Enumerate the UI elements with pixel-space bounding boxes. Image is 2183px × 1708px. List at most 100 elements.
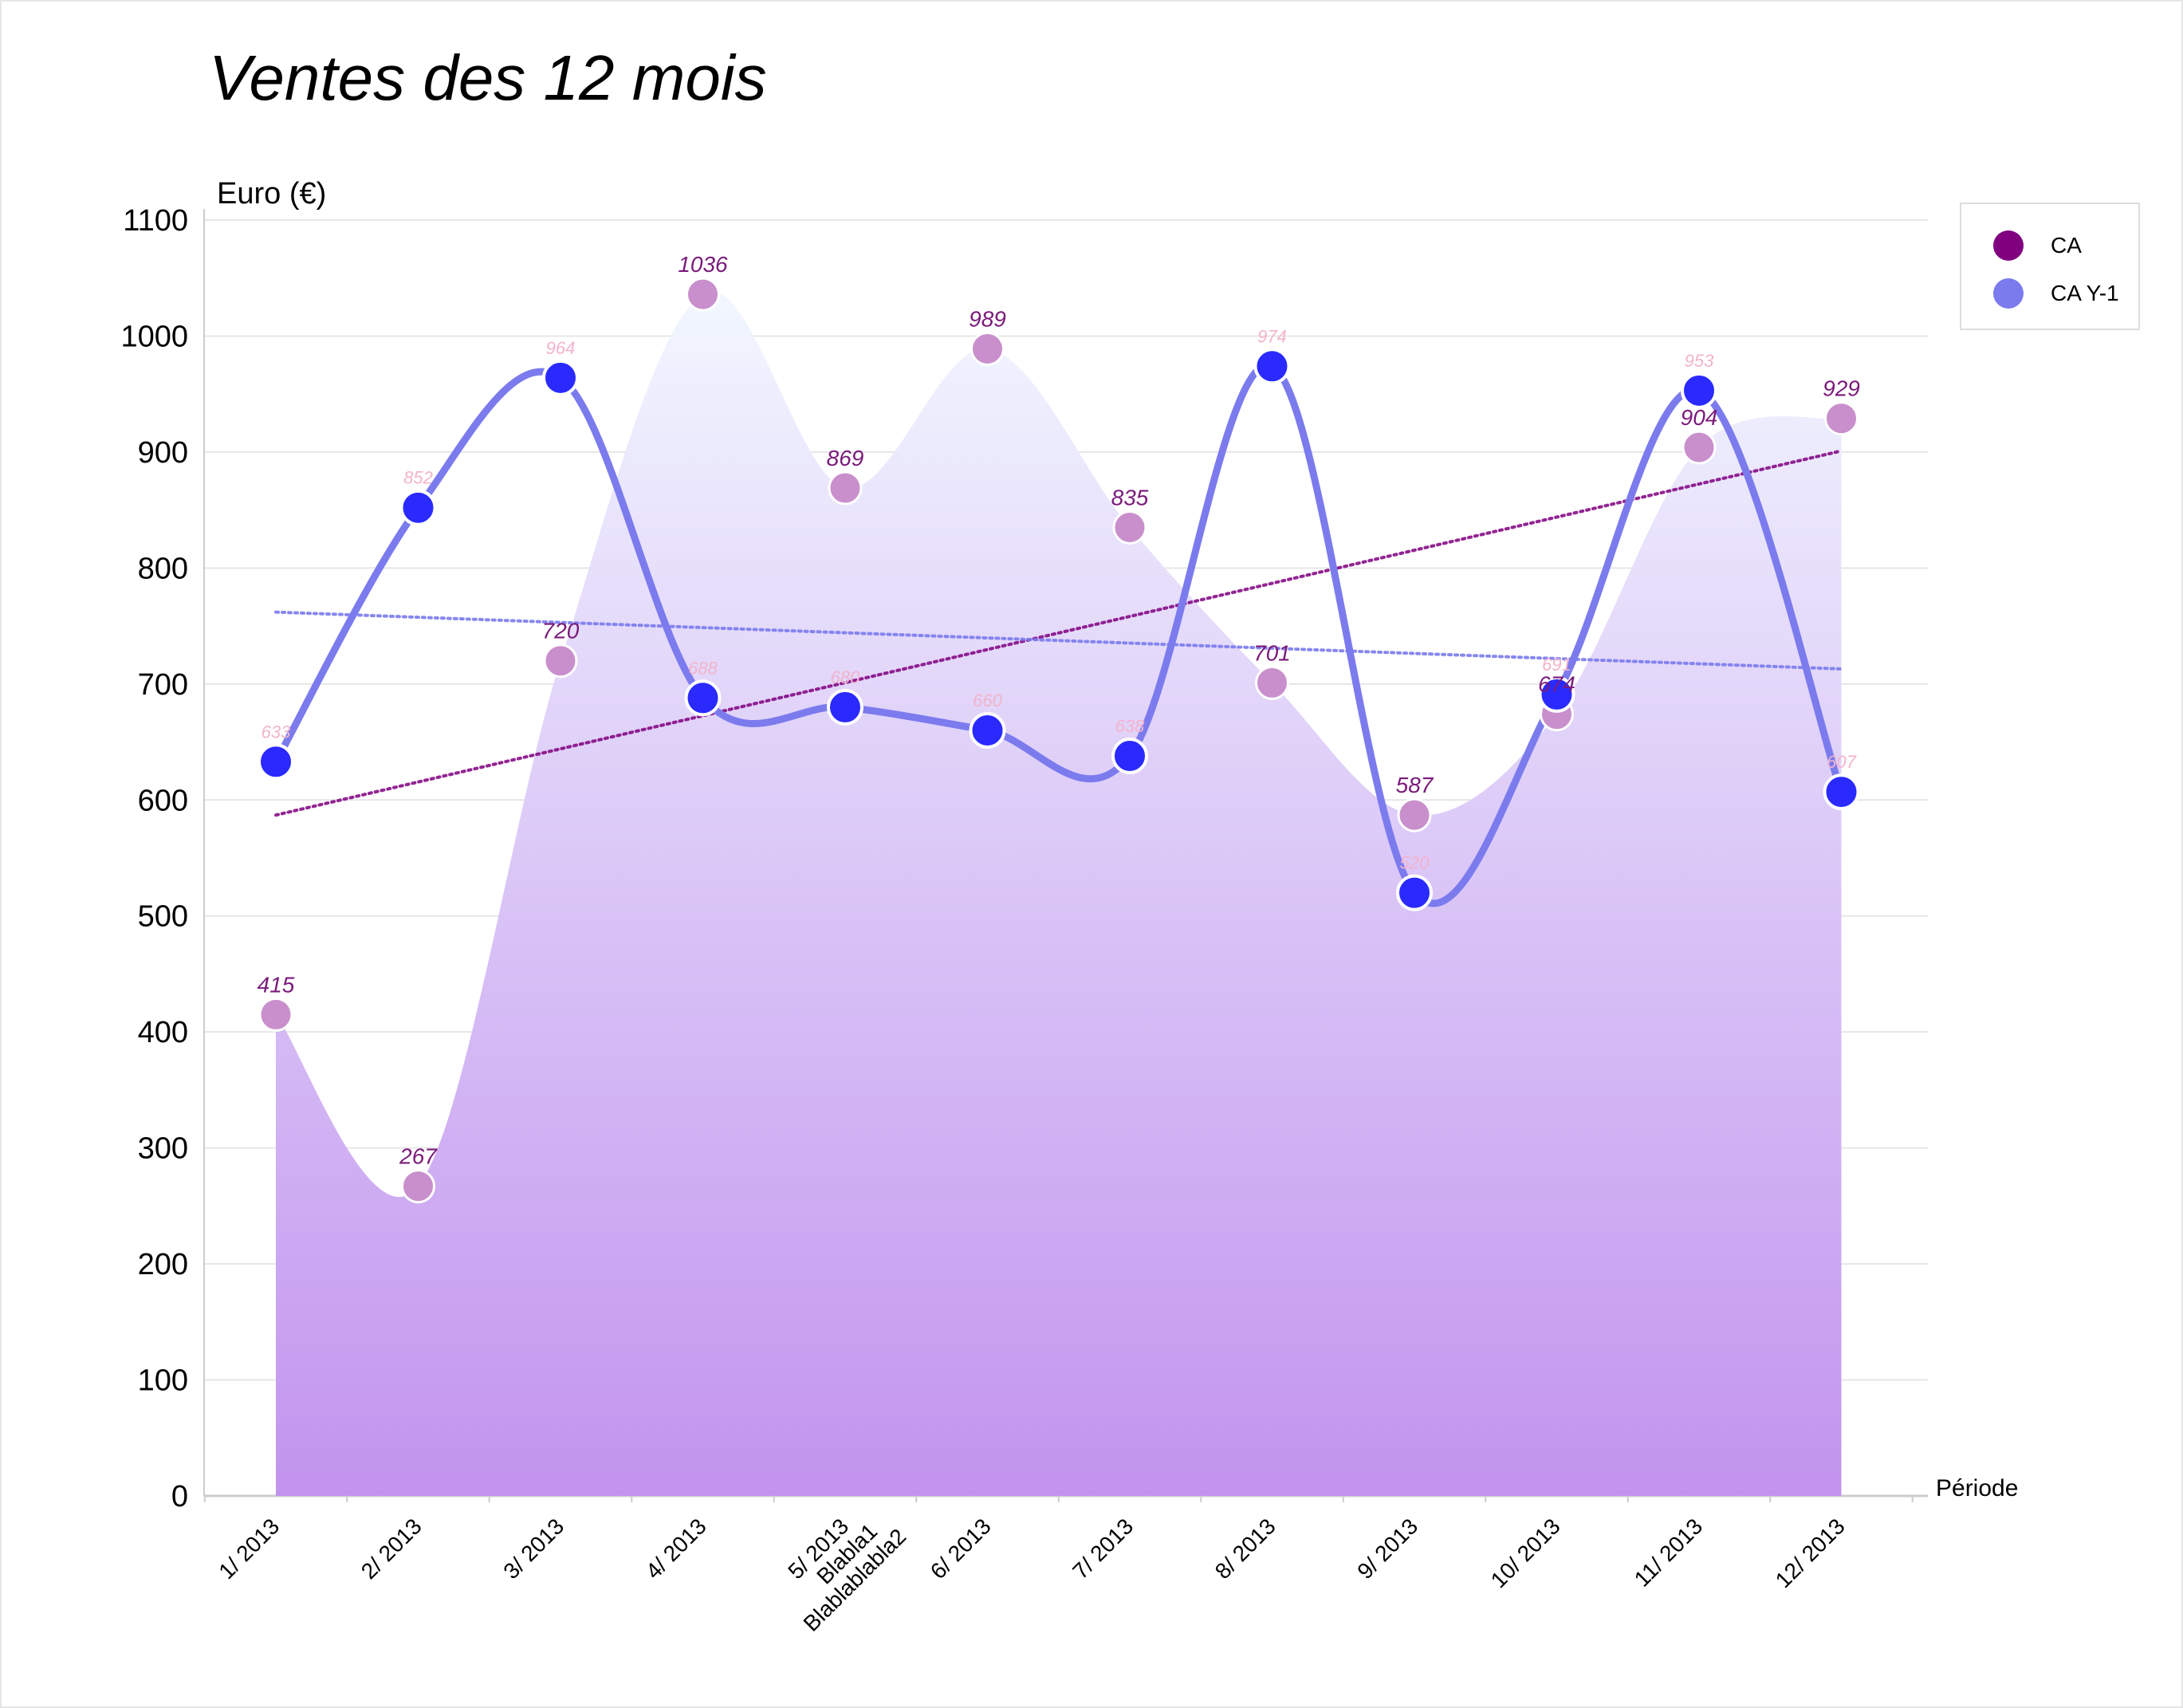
ca-y1-data-label: 974 [1257, 326, 1287, 346]
ca-y1-point[interactable] [258, 743, 294, 781]
x-tick-label: 4/ 2013 [641, 1513, 711, 1584]
y-tick-label: 1100 [123, 204, 188, 238]
ca-trendline [274, 449, 1843, 817]
ca-y1-data-label: 852 [403, 468, 433, 488]
x-tick-label: 8/ 2013 [1210, 1513, 1280, 1584]
ca-data-label: 929 [1823, 376, 1860, 401]
ca-y1-data-label: 691 [1542, 655, 1571, 675]
ca-data-label: 835 [1111, 485, 1149, 510]
ca-data-label: 674 [1538, 672, 1575, 697]
x-tick-label: 9/ 2013 [1352, 1513, 1422, 1584]
y-tick-labels: 0 100 200 300 400 500 600 700 800 900 1000 1100 [120, 204, 188, 1513]
x-tick-label: 11/ 2013 [1630, 1513, 1708, 1592]
ca-y1-markers [258, 348, 1860, 911]
legend-item-ca[interactable]: CA [1993, 228, 2082, 263]
x-tick-label: 3/ 2013 [498, 1513, 568, 1584]
y-tick-label: 200 [138, 1248, 188, 1281]
ca-area [276, 291, 1842, 1496]
x-tick-label-group: 4/ 2013 [641, 1513, 711, 1584]
x-tick-label-group: 12/ 2013 [1771, 1513, 1850, 1592]
ca-data-label: 869 [827, 446, 864, 470]
ca-data-label: 587 [1396, 773, 1434, 797]
ca-y1-data-label: 638 [1115, 716, 1145, 736]
ca-data-label: 415 [258, 972, 295, 997]
ca-point[interactable] [1255, 665, 1289, 700]
ca-y1-data-label: 953 [1685, 351, 1714, 371]
ca-point[interactable] [686, 277, 720, 312]
ca-y1-data-label: 964 [546, 338, 576, 358]
ca-point[interactable] [401, 1169, 435, 1204]
ca-area-fill [276, 291, 1842, 1496]
ca-point[interactable] [258, 997, 293, 1032]
y-tick-label: 400 [138, 1016, 188, 1049]
ca-y1-point[interactable] [1396, 874, 1433, 911]
ca-y1-point[interactable] [827, 688, 863, 726]
x-tick-label-group: 3/ 2013 [498, 1513, 568, 1584]
ca-y1-trendline [274, 610, 1843, 671]
ca-data-label: 989 [969, 306, 1006, 331]
ca-data-label: 720 [542, 619, 580, 643]
ca-point[interactable] [1112, 510, 1147, 545]
legend-label-ca: CA [2051, 233, 2082, 258]
y-tick-label: 500 [138, 900, 188, 934]
legend-label-ca-y1: CA Y-1 [2051, 281, 2119, 305]
y-tick-label: 100 [138, 1364, 188, 1398]
ca-point[interactable] [970, 331, 1005, 366]
x-tick-label: 12/ 2013 [1771, 1513, 1850, 1592]
ca-y1-data-label: 688 [688, 658, 718, 678]
ca-y1-point[interactable] [969, 712, 1006, 749]
ca-point[interactable] [828, 470, 863, 506]
ca-y1-point[interactable] [1538, 675, 1575, 713]
ca-y1-point[interactable] [1253, 348, 1291, 385]
ca-y1-data-label: 680 [831, 667, 860, 687]
ca-y1-data-label: 520 [1400, 853, 1430, 873]
ca-data-label: 1036 [678, 252, 728, 277]
x-tick-label-group: 8/ 2013 [1210, 1513, 1280, 1584]
y-tick-label: 700 [138, 668, 188, 702]
chart-title: Ventes des 12 mois [209, 42, 767, 113]
y-tick-label: 300 [138, 1132, 188, 1166]
legend-swatch-ca-y1 [1993, 278, 2024, 309]
ca-y1-data-label: 633 [262, 722, 291, 742]
ca-data-label: 267 [399, 1144, 438, 1169]
x-tick-label: 7/ 2013 [1068, 1513, 1138, 1584]
ca-point[interactable] [1824, 401, 1858, 436]
x-tick-label-group: 7/ 2013 [1068, 1513, 1138, 1584]
ca-y1-data-label: 660 [973, 691, 1002, 710]
y-tick-label: 0 [171, 1480, 188, 1513]
y-axis-title: Euro (€) [217, 177, 327, 211]
ca-data-label: 701 [1253, 640, 1291, 665]
ca-y1-point[interactable] [684, 679, 722, 717]
ca-y1-point[interactable] [1823, 773, 1860, 811]
trendlines [274, 449, 1843, 817]
ca-y1-data-label: 607 [1827, 752, 1856, 772]
ca-point[interactable] [1682, 430, 1717, 465]
data-labels: 415 267 720 1036 869 989 835 701 587 674 904 929 633… [258, 252, 1860, 1169]
x-tick-label: 2/ 2013 [356, 1513, 427, 1584]
x-tick-label-group: 9/ 2013 [1352, 1513, 1422, 1584]
ca-markers [258, 277, 1858, 1204]
y-tick-label: 1000 [120, 320, 188, 353]
ca-y1-point[interactable] [1681, 372, 1717, 409]
legend-item-ca-y1[interactable]: CA Y-1 [1993, 276, 2119, 311]
x-tick-label-group: 10/ 2013 [1486, 1513, 1565, 1592]
x-axis-title: Période [1936, 1475, 2019, 1501]
x-tick-label: 1/ 2013 [214, 1513, 284, 1584]
x-tick-label-group: 1/ 2013 [214, 1513, 284, 1584]
ca-y1-point[interactable] [542, 359, 579, 396]
ca-point[interactable] [1397, 797, 1432, 832]
ca-data-label: 904 [1681, 405, 1718, 430]
y-tick-label: 600 [138, 784, 188, 817]
legend-swatch-ca [1993, 230, 2024, 261]
ca-y1-point[interactable] [399, 489, 437, 526]
ca-y1-point[interactable] [1111, 738, 1148, 774]
x-tick-label: 6/ 2013 [926, 1513, 996, 1584]
legend: CA CA Y-1 [1960, 203, 2140, 330]
x-tick-label: 10/ 2013 [1486, 1513, 1565, 1592]
y-tick-label: 900 [138, 436, 188, 470]
x-tick-label-group: 6/ 2013 [926, 1513, 996, 1584]
ca-point[interactable] [543, 643, 578, 679]
